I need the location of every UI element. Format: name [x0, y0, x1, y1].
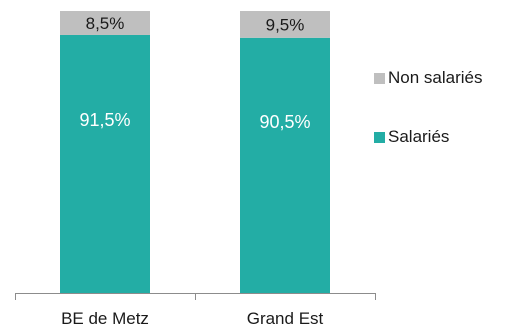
data-label-salaries-0: 91,5% — [79, 110, 130, 130]
chart-legend: Non salariés Salariés — [374, 66, 514, 184]
data-label-non-salaries-1: 9,5% — [266, 15, 305, 34]
bar-non-salaries-1 — [240, 11, 330, 38]
bar-salaries-1 — [240, 37, 330, 293]
data-label-non-salaries-0: 8,5% — [86, 14, 125, 33]
data-label-salaries-1: 90,5% — [259, 112, 310, 132]
legend-label: Salariés — [388, 127, 450, 146]
legend-item-non-salaries: Non salariés — [374, 66, 514, 90]
legend-swatch — [374, 131, 385, 143]
legend-swatch — [374, 72, 385, 84]
legend-item-salaries: Salariés — [374, 125, 514, 149]
bar-non-salaries-0 — [60, 11, 150, 35]
x-tick-label-1: Grand Est — [247, 309, 324, 328]
x-tick-label-0: BE de Metz — [61, 309, 149, 328]
legend-label: Non salariés — [388, 68, 483, 87]
bar-salaries-0 — [60, 34, 150, 293]
